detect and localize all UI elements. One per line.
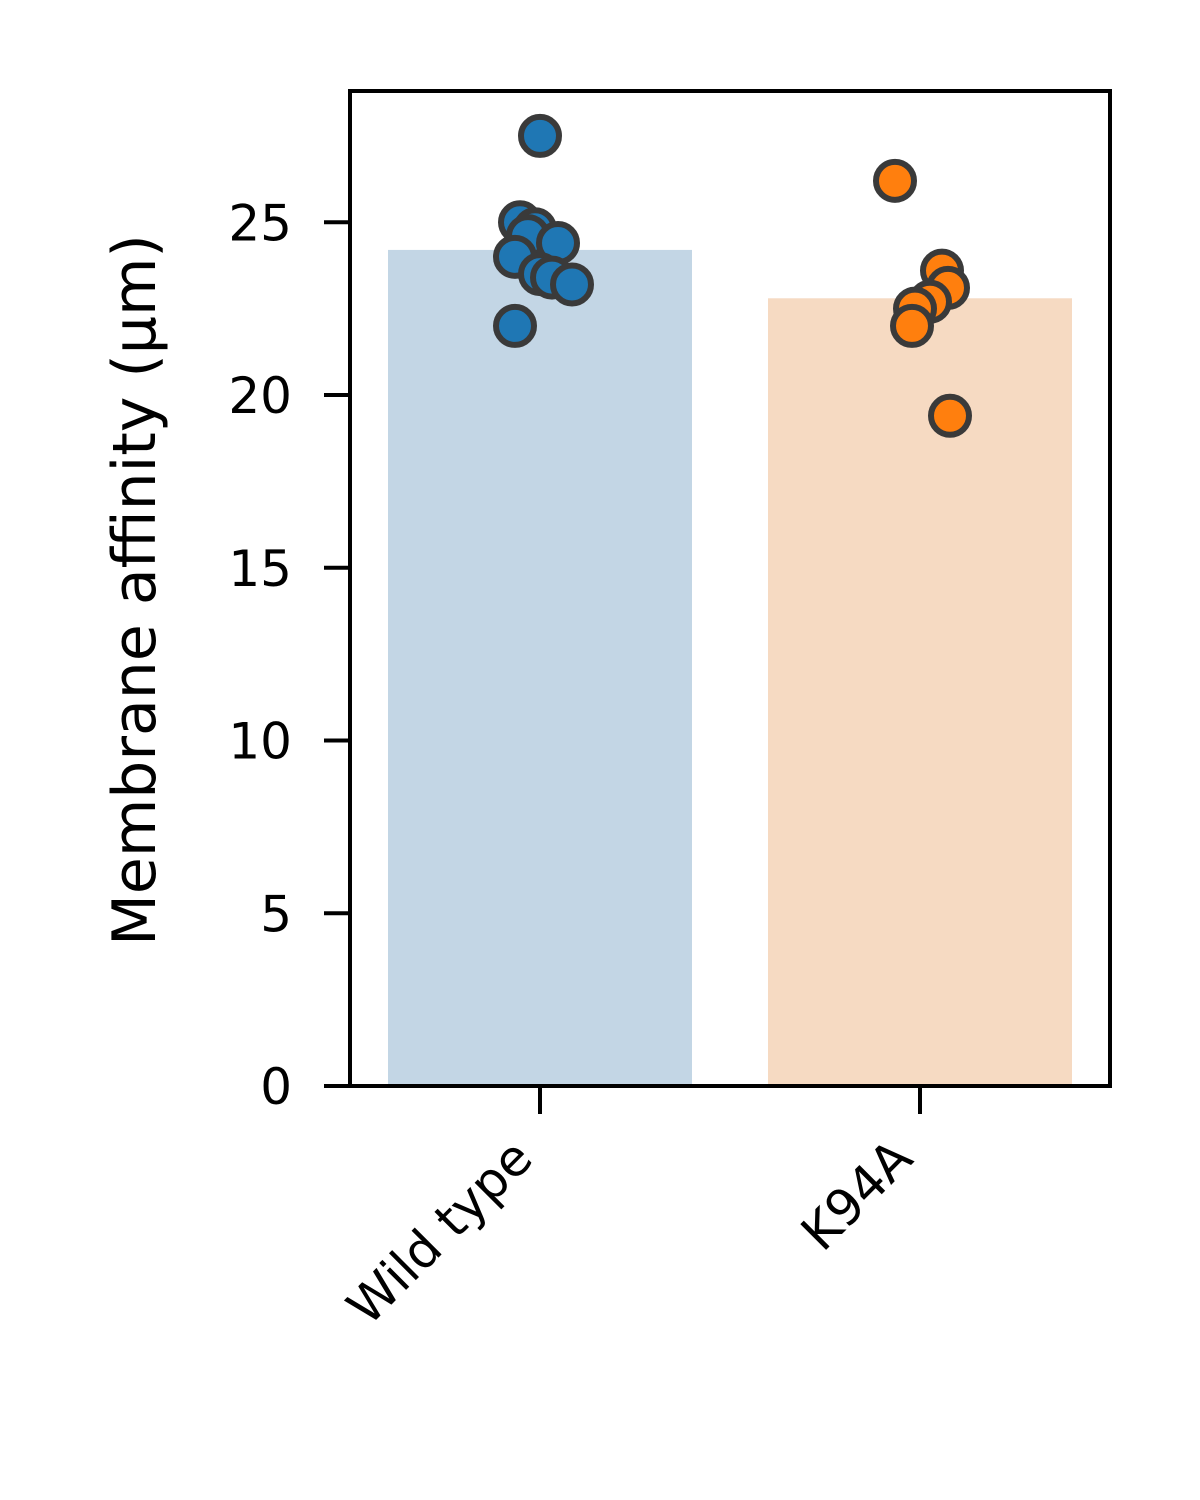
bar-0 <box>388 249 692 1087</box>
point-0-0 <box>518 113 562 158</box>
y-tick-label-1: 5 <box>260 885 292 943</box>
x-axis: Wild type K94A <box>336 1086 923 1336</box>
bar-1 <box>768 298 1072 1087</box>
y-axis-title: Membrane affinity (µm) <box>100 234 170 946</box>
point-0-9 <box>493 303 537 348</box>
point-0-8 <box>550 262 594 307</box>
point-1-5 <box>890 303 934 348</box>
point-1-6 <box>928 393 972 438</box>
point-1-0 <box>873 158 917 203</box>
bars-layer <box>388 249 1072 1087</box>
y-tick-label-5: 25 <box>228 194 292 252</box>
y-tick-label-0: 0 <box>260 1058 292 1116</box>
x-tick-label-0: Wild type <box>336 1128 544 1336</box>
y-tick-label-3: 15 <box>228 540 292 598</box>
y-tick-label-2: 10 <box>228 713 292 771</box>
y-tick-label-4: 20 <box>228 367 292 425</box>
x-tick-label-1: K94A <box>790 1128 923 1261</box>
y-axis: 0 5 10 15 20 25 <box>228 194 350 1116</box>
plot-frame <box>348 89 1112 1088</box>
points-layer <box>493 113 972 438</box>
